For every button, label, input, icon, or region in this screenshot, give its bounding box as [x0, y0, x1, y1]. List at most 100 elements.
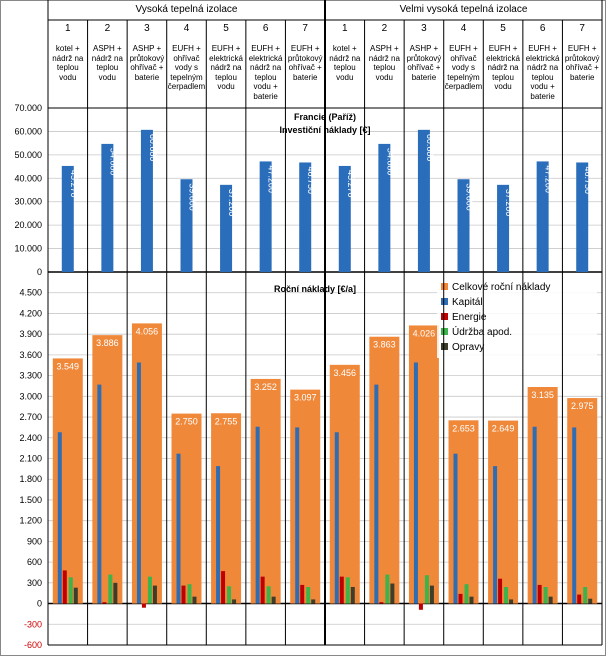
bar	[413, 362, 418, 604]
chart-title: Roční náklady [€/a]	[274, 284, 356, 294]
value-label: 4.026	[413, 328, 436, 338]
bar	[458, 593, 463, 604]
bar	[68, 577, 73, 604]
bar	[260, 576, 265, 604]
total-bar	[52, 358, 83, 604]
bar	[311, 599, 316, 604]
y-tick-label: 300	[27, 578, 42, 588]
bar	[221, 571, 226, 604]
y-tick-label: 50.000	[14, 150, 42, 160]
legend-label: Opravy	[452, 342, 484, 353]
bar	[271, 596, 276, 604]
value-label: 47.200	[544, 165, 554, 193]
value-label: 37.200	[504, 189, 514, 217]
bar	[548, 596, 553, 604]
column-number: 5	[223, 23, 229, 34]
y-tick-label: 4.200	[19, 308, 42, 318]
value-label: 37.200	[227, 189, 237, 217]
bar	[509, 599, 514, 604]
bar	[588, 598, 593, 604]
value-label: 3.135	[531, 390, 554, 400]
bar	[576, 162, 589, 272]
bar	[417, 129, 430, 272]
bar	[232, 599, 237, 604]
value-label: 45.270	[346, 170, 356, 198]
total-bar	[250, 378, 281, 604]
total-bar	[369, 336, 400, 604]
column-label: EUFH + průtokový ohřívač + baterie	[564, 44, 600, 82]
y-tick-label: 0	[37, 599, 42, 609]
total-bar	[290, 389, 321, 604]
bar	[390, 583, 395, 604]
value-label: 2.750	[175, 417, 198, 427]
column-number: 6	[262, 23, 269, 34]
total-bar	[171, 413, 202, 604]
bar	[543, 586, 548, 604]
total-bar	[488, 420, 519, 604]
column-label: ASHP + průtokový ohřívač + baterie	[406, 44, 442, 82]
group-title: Vysoká tepelná izolace	[135, 4, 238, 15]
bar	[147, 576, 152, 604]
bar	[572, 427, 577, 604]
legend-label: Údržba apod.	[452, 325, 512, 338]
legend-label: Kapitál	[452, 297, 483, 308]
y-tick-label: -600	[24, 640, 42, 650]
bar	[141, 603, 146, 608]
bar	[536, 161, 549, 272]
column-label: kotel + nádrž na teplou vodu	[52, 44, 84, 82]
bar	[339, 576, 344, 604]
bar	[418, 603, 423, 610]
total-bar	[448, 420, 479, 604]
y-tick-label: 0	[37, 267, 42, 277]
bar	[255, 426, 260, 604]
bar	[429, 585, 434, 604]
bar	[497, 184, 510, 272]
total-bar	[92, 335, 123, 604]
column-number: 6	[539, 23, 546, 34]
y-tick-label: 1.200	[19, 516, 42, 526]
bar	[493, 466, 498, 604]
legend-swatch	[441, 283, 448, 290]
bar	[220, 184, 233, 272]
bar	[192, 596, 197, 604]
value-label: 3.252	[254, 382, 277, 392]
bar	[295, 427, 300, 604]
y-tick-label: 40.000	[14, 173, 42, 183]
bar	[101, 143, 114, 272]
value-label: 2.975	[571, 401, 594, 411]
y-tick-label: 3.000	[19, 391, 42, 401]
bar	[62, 570, 67, 604]
bar	[334, 432, 339, 604]
value-label: 39.600	[465, 183, 475, 211]
column-number: 4	[183, 23, 190, 34]
bar	[97, 384, 102, 604]
bar	[385, 574, 390, 604]
column-label: EUFH + elektrická nádrž na teplou vodu	[209, 44, 243, 91]
column-number: 2	[104, 23, 111, 34]
column-number: 5	[500, 23, 506, 34]
value-label: 3.456	[334, 368, 357, 378]
bar	[583, 586, 588, 604]
y-tick-label: 600	[27, 557, 42, 567]
bar	[306, 586, 311, 604]
column-label: EUFH + průtokový ohřívač + baterie	[287, 44, 323, 82]
value-label: 3.863	[373, 340, 396, 350]
bar	[498, 578, 503, 604]
column-number: 7	[302, 23, 308, 34]
bar	[577, 594, 582, 604]
column-number: 1	[342, 23, 348, 34]
legend	[437, 278, 597, 358]
total-bar	[527, 387, 558, 604]
y-tick-label: 3.300	[19, 371, 42, 381]
column-label: EUFH + ohřívač vody s tepelným čerpadlem	[167, 44, 206, 91]
bar	[532, 426, 537, 604]
y-tick-label: 3.600	[19, 350, 42, 360]
column-number: 4	[460, 23, 467, 34]
total-bar	[567, 398, 598, 604]
bar	[300, 584, 305, 604]
value-label: 54.680	[108, 148, 118, 176]
bar	[424, 575, 429, 604]
legend-swatch	[441, 313, 448, 320]
